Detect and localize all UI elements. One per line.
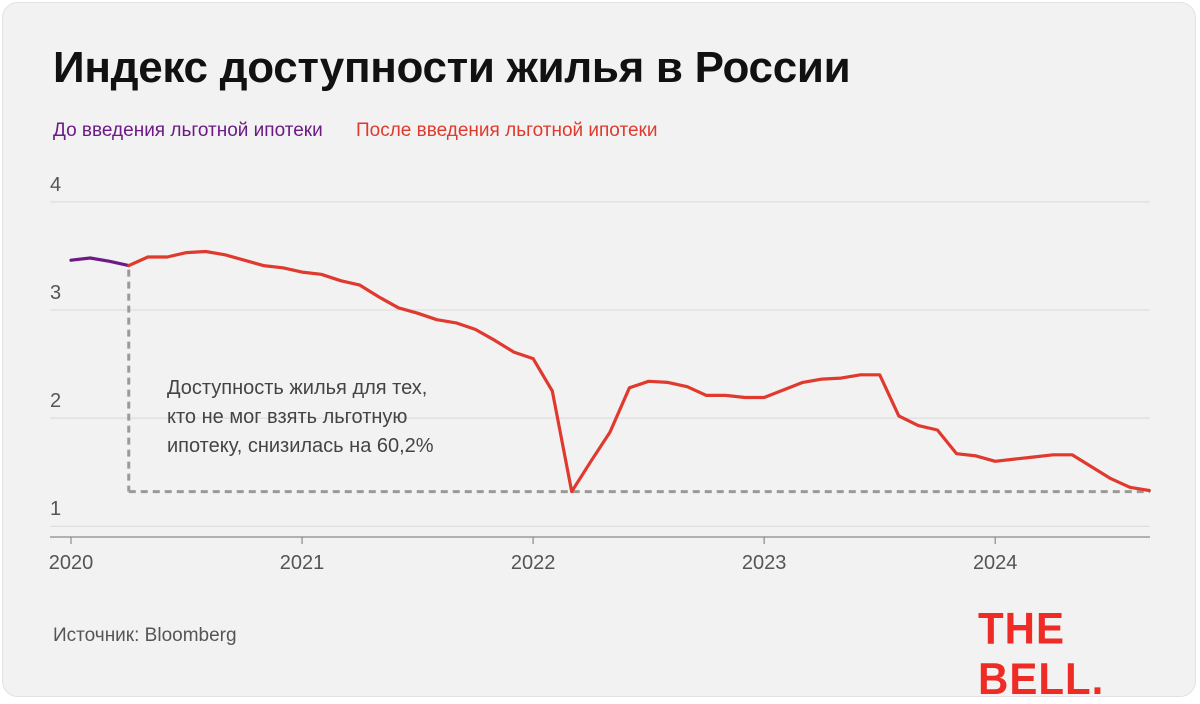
y-axis: 1 2 3 4: [50, 174, 61, 520]
chart-annotation: Доступность жилья для тех, кто не мог вз…: [167, 377, 434, 457]
x-tick-label: 2024: [973, 552, 1018, 574]
y-tick-label: 3: [50, 282, 61, 304]
series-line-after: [127, 249, 1151, 494]
series-line-before: [69, 256, 131, 268]
x-tick-label: 2021: [280, 552, 325, 574]
series-lines: [69, 249, 1151, 494]
x-axis: 2020 2021 2022 2023 2024: [49, 536, 1150, 574]
legend-item-before: До введения льготной ипотеки: [53, 120, 323, 141]
chart-legend: До введения льготной ипотеки После введе…: [53, 120, 685, 142]
y-tick-label: 1: [50, 498, 61, 520]
reference-lines: [127, 269, 1150, 494]
chart-title: Индекс доступности жилья в России: [53, 43, 851, 92]
annotation-line-2: кто не мог взять льготную: [167, 406, 407, 428]
the-bell-logo: THE BELL.: [978, 603, 1105, 704]
x-tick-label: 2022: [511, 552, 556, 574]
x-tick-label: 2020: [49, 552, 94, 574]
y-tick-label: 4: [50, 174, 61, 196]
annotation-line-1: Доступность жилья для тех,: [167, 377, 427, 399]
x-tick-label: 2023: [742, 552, 787, 574]
y-tick-label: 2: [50, 390, 61, 412]
annotation-line-3: ипотеку, снизилась на 60,2%: [167, 435, 434, 457]
y-grid: [50, 201, 1150, 527]
legend-item-after: После введения льготной ипотеки: [356, 120, 658, 141]
source-note: Источник: Bloomberg: [53, 625, 237, 646]
